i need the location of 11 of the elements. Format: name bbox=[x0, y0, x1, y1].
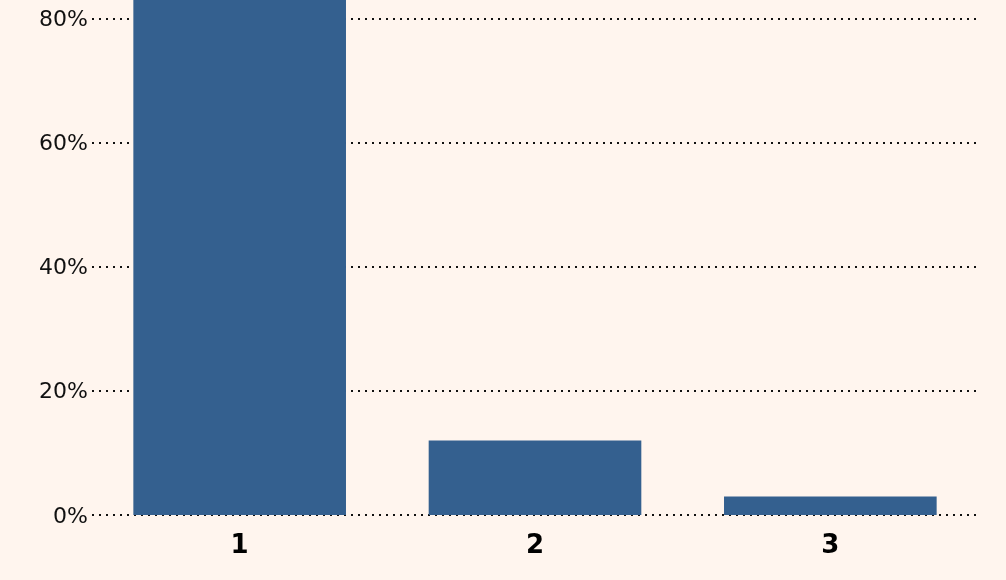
y-tick-label: 40% bbox=[39, 254, 88, 280]
x-tick-label: 1 bbox=[230, 529, 249, 559]
bar bbox=[428, 440, 642, 515]
y-tick-label: 20% bbox=[39, 378, 88, 404]
y-tick-label: 80% bbox=[39, 6, 88, 32]
y-tick-label: 60% bbox=[39, 130, 88, 156]
bar bbox=[724, 496, 937, 515]
y-tick-label: 0% bbox=[53, 502, 88, 528]
bar bbox=[133, 0, 346, 515]
x-tick-label: 3 bbox=[821, 529, 840, 559]
x-tick-label: 2 bbox=[525, 529, 545, 559]
